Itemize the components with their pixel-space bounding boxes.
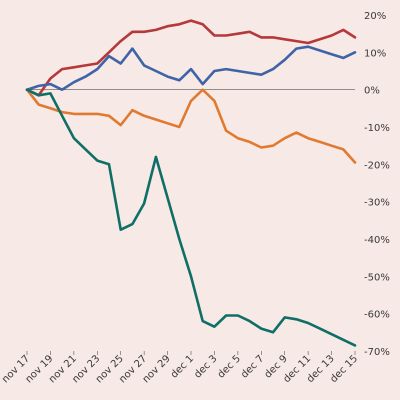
x-tick-label: dec 5 — [216, 353, 243, 380]
y-tick-label: -10% — [364, 123, 390, 134]
y-tick-label: -30% — [364, 198, 390, 209]
y-tick-label: 10% — [364, 48, 386, 59]
y-tick-label: 20% — [364, 11, 386, 22]
series-line-2 — [25, 45, 357, 91]
series-line-1 — [25, 19, 357, 97]
x-tick-label: dec 7 — [239, 353, 266, 380]
y-tick-label: -40% — [364, 235, 390, 246]
y-tick-label: 0% — [364, 86, 380, 97]
y-tick-label: -70% — [364, 347, 390, 358]
y-tick-label: -60% — [364, 310, 390, 321]
y-tick-label: -50% — [364, 272, 390, 283]
series-line-3 — [25, 88, 357, 164]
x-tick-label: dec 1 — [169, 353, 196, 380]
series-line-4 — [25, 88, 357, 347]
x-tick-label: dec 3 — [192, 353, 219, 380]
series-layer — [25, 19, 357, 347]
y-axis: 20% 10% 0% -10% -20% -30% -40% -50% -60% -70% — [27, 11, 390, 358]
y-tick-label: -20% — [364, 160, 390, 171]
